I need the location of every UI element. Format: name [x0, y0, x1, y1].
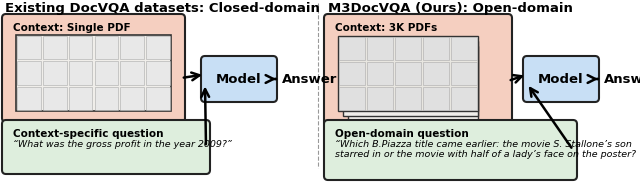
FancyBboxPatch shape	[423, 87, 449, 110]
FancyBboxPatch shape	[95, 61, 118, 85]
FancyBboxPatch shape	[17, 36, 41, 59]
Text: “What was the gross profit in the year 2009?”: “What was the gross profit in the year 2…	[13, 140, 232, 149]
FancyBboxPatch shape	[451, 37, 477, 60]
FancyBboxPatch shape	[367, 87, 393, 110]
Text: Context: Single PDF: Context: Single PDF	[13, 23, 131, 33]
FancyBboxPatch shape	[2, 14, 185, 122]
FancyBboxPatch shape	[338, 36, 478, 111]
Text: Answer: Answer	[282, 73, 337, 85]
Text: Open-domain question: Open-domain question	[335, 129, 468, 139]
Text: Model: Model	[216, 73, 262, 85]
FancyBboxPatch shape	[451, 87, 477, 110]
Text: M3DocVQA (Ours): Open-domain: M3DocVQA (Ours): Open-domain	[328, 2, 573, 15]
FancyBboxPatch shape	[95, 87, 118, 110]
Text: “Which B.Piazza title came earlier: the movie S. Stallone’s son
starred in or th: “Which B.Piazza title came earlier: the …	[335, 140, 636, 159]
FancyBboxPatch shape	[324, 14, 512, 127]
FancyBboxPatch shape	[120, 61, 144, 85]
FancyBboxPatch shape	[43, 61, 67, 85]
FancyBboxPatch shape	[120, 87, 144, 110]
FancyBboxPatch shape	[17, 87, 41, 110]
Text: Model: Model	[538, 73, 584, 85]
FancyBboxPatch shape	[68, 61, 93, 85]
FancyBboxPatch shape	[343, 41, 478, 116]
FancyBboxPatch shape	[423, 62, 449, 85]
Text: Context-specific question: Context-specific question	[13, 129, 163, 139]
FancyBboxPatch shape	[367, 62, 393, 85]
FancyBboxPatch shape	[423, 37, 449, 60]
FancyBboxPatch shape	[43, 36, 67, 59]
FancyBboxPatch shape	[395, 87, 421, 110]
FancyBboxPatch shape	[17, 61, 41, 85]
FancyBboxPatch shape	[451, 62, 477, 85]
FancyBboxPatch shape	[324, 120, 577, 180]
Text: Context: 3K PDFs: Context: 3K PDFs	[335, 23, 437, 33]
FancyBboxPatch shape	[348, 46, 478, 121]
FancyBboxPatch shape	[2, 120, 210, 174]
FancyBboxPatch shape	[339, 87, 365, 110]
FancyBboxPatch shape	[43, 87, 67, 110]
FancyBboxPatch shape	[95, 36, 118, 59]
FancyBboxPatch shape	[367, 37, 393, 60]
FancyBboxPatch shape	[120, 36, 144, 59]
FancyBboxPatch shape	[68, 87, 93, 110]
FancyBboxPatch shape	[395, 62, 421, 85]
Text: Answer: Answer	[604, 73, 640, 85]
FancyBboxPatch shape	[339, 62, 365, 85]
FancyBboxPatch shape	[523, 56, 599, 102]
FancyBboxPatch shape	[16, 35, 171, 111]
Text: Existing DocVQA datasets: Closed-domain: Existing DocVQA datasets: Closed-domain	[5, 2, 320, 15]
FancyBboxPatch shape	[201, 56, 277, 102]
FancyBboxPatch shape	[395, 37, 421, 60]
FancyBboxPatch shape	[339, 37, 365, 60]
FancyBboxPatch shape	[146, 36, 170, 59]
FancyBboxPatch shape	[146, 87, 170, 110]
FancyBboxPatch shape	[68, 36, 93, 59]
FancyBboxPatch shape	[146, 61, 170, 85]
